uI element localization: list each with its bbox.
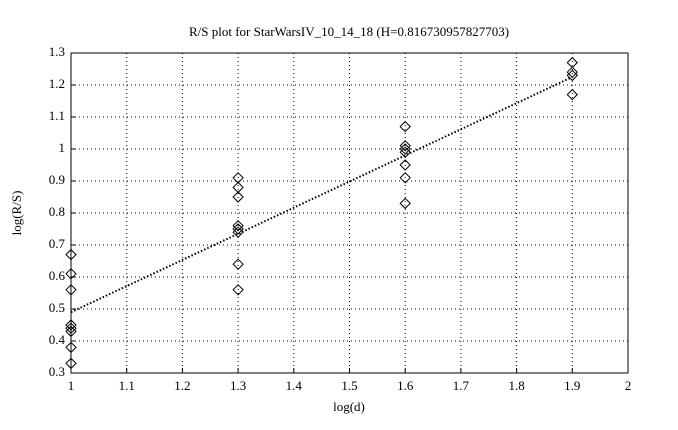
y-tick-label: 1.3 bbox=[49, 44, 65, 59]
chart-title: R/S plot for StarWarsIV_10_14_18 (H=0.81… bbox=[189, 24, 509, 39]
x-tick-label: 1.6 bbox=[397, 378, 414, 393]
x-tick-label: 1.1 bbox=[119, 378, 135, 393]
marker bbox=[65, 248, 77, 261]
marker bbox=[399, 172, 411, 184]
marker bbox=[399, 143, 411, 155]
y-tick-label: 1 bbox=[59, 140, 66, 155]
x-tick-label: 1.5 bbox=[341, 378, 357, 393]
marker bbox=[232, 226, 244, 238]
x-tick-label: 1.9 bbox=[564, 378, 580, 393]
marker bbox=[399, 140, 411, 152]
y-tick-label: 0.7 bbox=[49, 236, 66, 251]
x-axis-label: log(d) bbox=[333, 399, 365, 414]
fit-line bbox=[70, 76, 573, 314]
marker bbox=[65, 357, 77, 370]
x-tick-label: 1.4 bbox=[286, 378, 303, 393]
y-tick-label: 0.3 bbox=[49, 364, 65, 379]
marker bbox=[65, 325, 77, 338]
marker bbox=[232, 191, 244, 203]
marker bbox=[232, 258, 244, 270]
marker bbox=[65, 268, 77, 280]
x-tick-label: 1.2 bbox=[174, 378, 190, 393]
x-tick-label: 1.3 bbox=[230, 378, 246, 393]
y-tick-label: 0.8 bbox=[49, 204, 65, 219]
y-axis-label: log(R/S) bbox=[9, 191, 24, 236]
marker bbox=[399, 159, 411, 171]
y-tick-label: 0.5 bbox=[49, 300, 65, 315]
y-tick-label: 0.6 bbox=[49, 268, 66, 283]
x-tick-label: 1.7 bbox=[453, 378, 470, 393]
y-tick-label: 0.4 bbox=[49, 332, 66, 347]
y-tick-label: 1.1 bbox=[49, 108, 65, 123]
marker bbox=[65, 319, 77, 331]
y-tick-label: 0.9 bbox=[49, 172, 65, 187]
marker bbox=[232, 223, 244, 235]
marker bbox=[232, 284, 244, 296]
marker bbox=[566, 69, 579, 82]
marker bbox=[65, 341, 77, 354]
marker bbox=[65, 284, 77, 296]
plot-frame bbox=[70, 52, 629, 374]
marker bbox=[399, 120, 411, 133]
marker bbox=[65, 322, 77, 334]
x-tick-label: 1 bbox=[68, 378, 75, 393]
x-tick-label: 2 bbox=[625, 378, 632, 393]
marker bbox=[399, 146, 411, 158]
y-tick-label: 1.2 bbox=[49, 76, 65, 91]
marker bbox=[566, 88, 579, 101]
marker bbox=[232, 220, 244, 232]
marker bbox=[399, 197, 411, 210]
x-tick-label: 1.8 bbox=[508, 378, 524, 393]
